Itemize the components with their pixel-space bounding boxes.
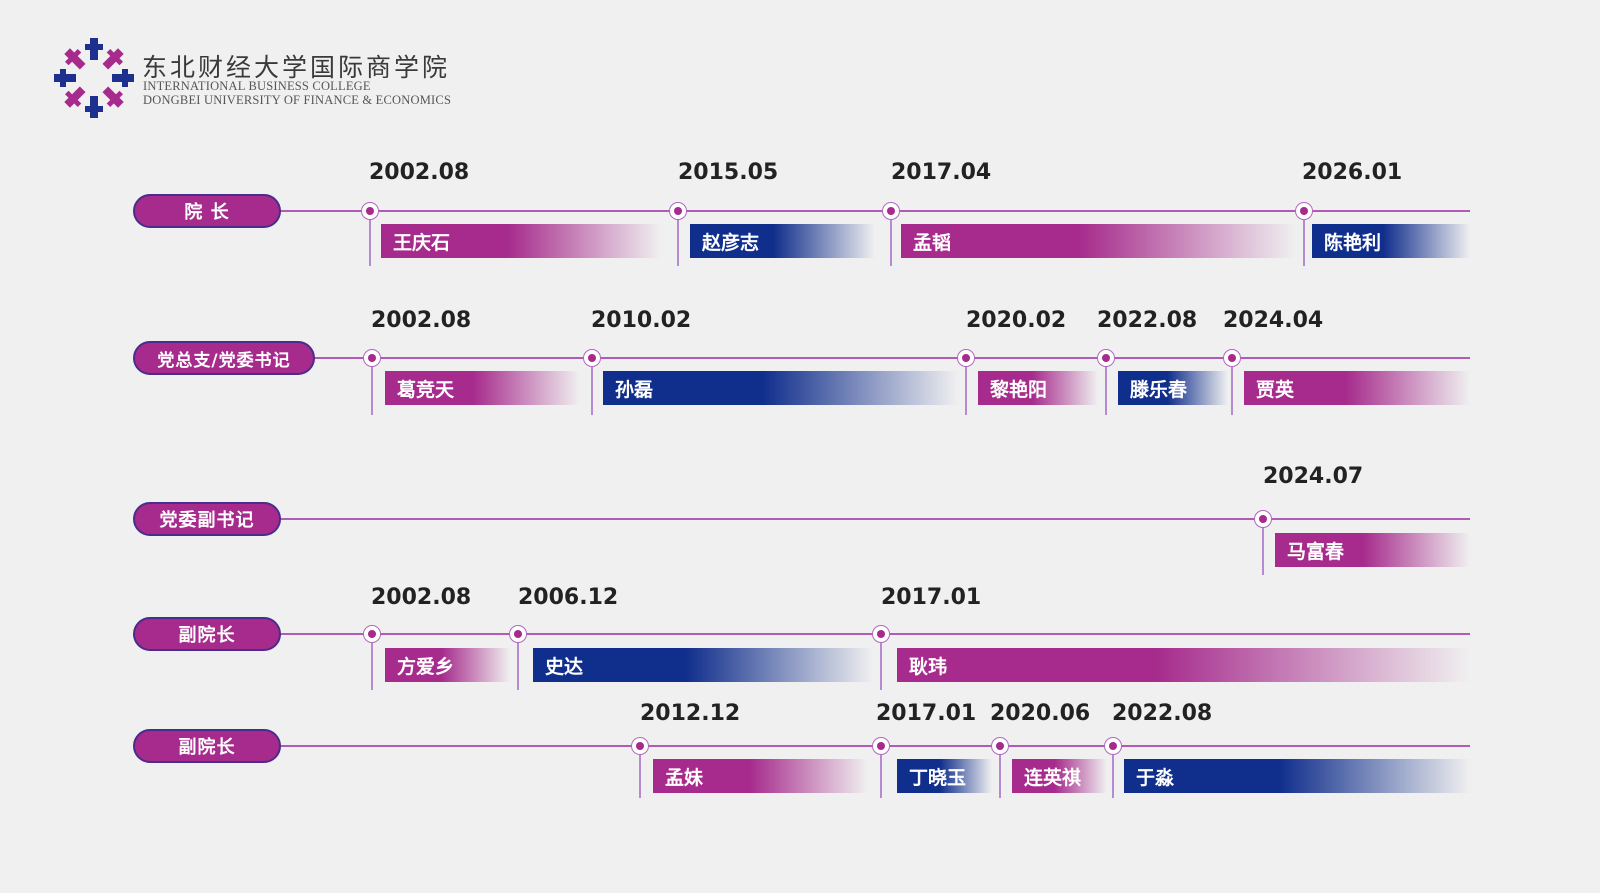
date-label: 2022.08 xyxy=(1097,308,1198,333)
date-label: 2006.12 xyxy=(518,585,619,610)
timeline-marker xyxy=(1223,349,1241,367)
timeline-marker xyxy=(1097,349,1115,367)
date-label: 2024.04 xyxy=(1223,308,1324,333)
timeline-marker xyxy=(872,737,890,755)
timeline-line xyxy=(278,210,1470,212)
timeline-tick xyxy=(1105,358,1107,415)
timeline-marker xyxy=(882,202,900,220)
timeline-tick xyxy=(999,746,1001,798)
timeline-tick xyxy=(369,211,371,266)
date-label: 2020.02 xyxy=(966,308,1067,333)
date-label: 2010.02 xyxy=(591,308,692,333)
timeline-line xyxy=(278,518,1470,520)
timeline-tick xyxy=(1303,211,1305,266)
timeline-marker xyxy=(1254,510,1272,528)
person-bar: 赵彦志 xyxy=(690,224,875,258)
timeline-tick xyxy=(965,358,967,415)
date-label: 2017.01 xyxy=(876,701,977,726)
timeline-tick xyxy=(517,634,519,690)
person-bar: 耿玮 xyxy=(897,648,1470,682)
timeline-marker xyxy=(363,625,381,643)
timeline-marker xyxy=(363,349,381,367)
person-bar: 孟韬 xyxy=(901,224,1296,258)
role-pill: 党总支/党委书记 xyxy=(133,341,315,375)
date-label: 2002.08 xyxy=(369,160,470,185)
date-label: 2017.01 xyxy=(881,585,982,610)
timeline-marker xyxy=(1295,202,1313,220)
person-bar: 黎艳阳 xyxy=(978,371,1098,405)
timeline-marker xyxy=(509,625,527,643)
role-pill: 副院长 xyxy=(133,729,281,763)
timeline-tick xyxy=(1262,519,1264,575)
date-label: 2015.05 xyxy=(678,160,779,185)
date-label: 2012.12 xyxy=(640,701,741,726)
timeline-marker xyxy=(669,202,687,220)
timeline-marker xyxy=(583,349,601,367)
date-label: 2024.07 xyxy=(1263,464,1364,489)
timeline-tick xyxy=(371,634,373,690)
person-bar: 滕乐春 xyxy=(1118,371,1228,405)
person-bar: 葛竞天 xyxy=(385,371,580,405)
date-label: 2017.04 xyxy=(891,160,992,185)
timeline-line xyxy=(312,357,1470,359)
date-label: 2002.08 xyxy=(371,308,472,333)
person-bar: 陈艳利 xyxy=(1312,224,1470,258)
person-bar: 史达 xyxy=(533,648,873,682)
date-label: 2020.06 xyxy=(990,701,1091,726)
timeline-marker xyxy=(1104,737,1122,755)
date-label: 2002.08 xyxy=(371,585,472,610)
college-emblem-icon xyxy=(54,38,134,118)
timeline-marker xyxy=(991,737,1009,755)
role-pill: 党委副书记 xyxy=(133,502,281,536)
timeline-marker xyxy=(631,737,649,755)
person-bar: 连英祺 xyxy=(1012,759,1107,793)
timeline-tick xyxy=(371,358,373,415)
person-bar: 孟妹 xyxy=(653,759,868,793)
date-label: 2026.01 xyxy=(1302,160,1403,185)
person-bar: 于淼 xyxy=(1124,759,1470,793)
date-label: 2022.08 xyxy=(1112,701,1213,726)
person-bar: 贾英 xyxy=(1244,371,1470,405)
role-pill: 院 长 xyxy=(133,194,281,228)
person-bar: 丁晓玉 xyxy=(897,759,992,793)
timeline-tick xyxy=(591,358,593,415)
timeline-tick xyxy=(1231,358,1233,415)
timeline-tick xyxy=(880,634,882,690)
college-logo: 东北财经大学国际商学院 INTERNATIONAL BUSINESS COLLE… xyxy=(54,38,524,118)
person-bar: 马富春 xyxy=(1275,533,1470,567)
timeline-tick xyxy=(1112,746,1114,798)
timeline-tick xyxy=(639,746,641,798)
person-bar: 孙磊 xyxy=(603,371,958,405)
timeline-marker xyxy=(872,625,890,643)
person-bar: 方爱乡 xyxy=(385,648,510,682)
college-name-cn: 东北财经大学国际商学院 xyxy=(142,53,451,82)
timeline-marker xyxy=(361,202,379,220)
college-name-en: INTERNATIONAL BUSINESS COLLEGE xyxy=(143,79,371,93)
timeline-tick xyxy=(677,211,679,266)
timeline-tick xyxy=(880,746,882,798)
timeline-marker xyxy=(957,349,975,367)
role-pill: 副院长 xyxy=(133,617,281,651)
university-name-en: DONGBEI UNIVERSITY OF FINANCE & ECONOMIC… xyxy=(143,93,452,107)
person-bar: 王庆石 xyxy=(381,224,661,258)
timeline-tick xyxy=(890,211,892,266)
